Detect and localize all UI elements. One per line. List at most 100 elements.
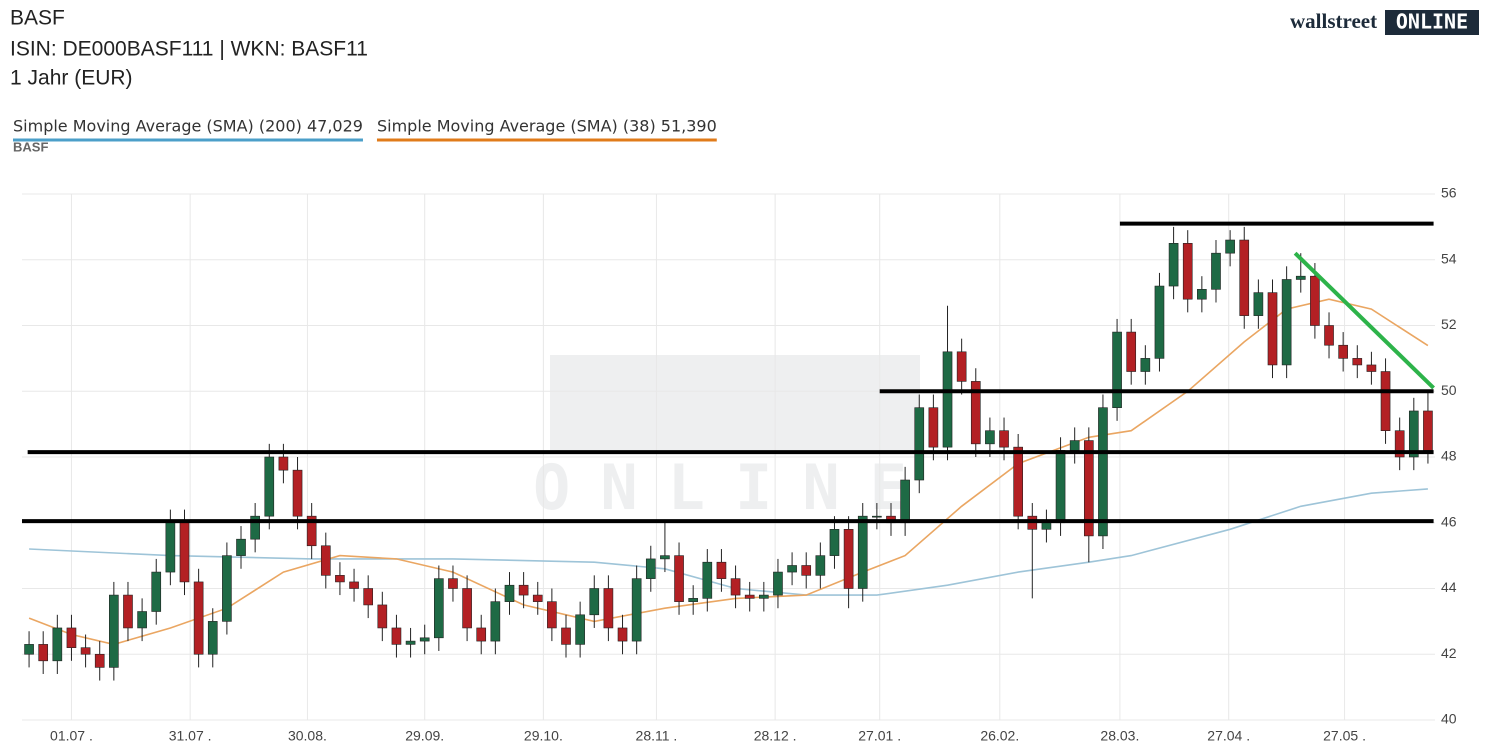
candle-body <box>532 594 543 602</box>
y-tick-label: 40 <box>1441 711 1457 727</box>
sma-line <box>28 298 1429 646</box>
candle-body <box>660 555 670 560</box>
candle-body <box>1338 344 1348 359</box>
candle-body <box>207 621 218 655</box>
legend-label: Simple Moving Average (SMA) (38) 51,390 <box>377 117 717 136</box>
candle-body <box>716 561 727 579</box>
candle-body <box>1225 239 1235 254</box>
candle-body <box>801 565 812 576</box>
logo-box <box>1385 10 1479 35</box>
candle-body <box>335 575 345 583</box>
candle-body <box>575 614 585 645</box>
candle-body <box>631 578 642 642</box>
candle-body <box>1310 275 1320 326</box>
candle-body <box>419 637 430 642</box>
x-tick-label: 27.04 . <box>1207 728 1250 744</box>
candle-body <box>674 555 684 602</box>
candle-body <box>1112 331 1122 408</box>
y-tick-label: 42 <box>1441 645 1457 661</box>
candle-body <box>1197 289 1207 300</box>
candle-body <box>123 594 133 629</box>
candle-body <box>377 604 388 629</box>
candle-body <box>278 456 289 471</box>
candle-body <box>363 588 374 606</box>
candle-body <box>222 555 232 622</box>
candle-body <box>970 381 981 445</box>
candle-body <box>872 515 882 518</box>
x-tick-label: 27.05 . <box>1323 728 1366 744</box>
candle-body <box>292 469 303 517</box>
x-tick-label: 31.07 . <box>169 728 212 744</box>
candle-body <box>1352 358 1363 366</box>
candle-body <box>1013 446 1023 517</box>
candle-body <box>1295 275 1306 280</box>
candle-body <box>1168 243 1179 287</box>
candle-body <box>815 555 826 576</box>
candle-body <box>561 627 571 645</box>
y-tick-label: 44 <box>1441 579 1457 595</box>
candle-body <box>787 565 797 573</box>
candle-body <box>52 627 63 662</box>
candle-body <box>1055 450 1066 524</box>
candle-body <box>1211 252 1221 290</box>
candle-body <box>914 407 925 481</box>
candle-body <box>1281 279 1292 366</box>
candle-body <box>1182 243 1193 300</box>
candle-body <box>1041 522 1052 530</box>
candle-body <box>900 479 910 524</box>
x-tick-label: 27.01 . <box>858 728 901 744</box>
candle-body <box>391 627 402 645</box>
candle-body <box>829 529 840 556</box>
candle-body <box>165 522 176 573</box>
x-tick-label: 28.11 . <box>636 728 678 744</box>
candle-body <box>1140 358 1151 372</box>
watermark-box <box>550 355 920 450</box>
candle-body <box>617 627 628 642</box>
x-tick-label: 28.03. <box>1100 728 1139 744</box>
y-tick-label: 46 <box>1441 513 1457 529</box>
candle-body <box>547 601 557 629</box>
watermark-text: wallstreet <box>565 351 905 442</box>
candle-body <box>349 581 359 589</box>
candle-body <box>306 515 317 547</box>
watermark-text: ONLINE <box>533 451 937 524</box>
logo-right: ONLINE <box>1396 10 1468 34</box>
candle-body <box>1380 371 1391 431</box>
candle-body <box>109 594 119 668</box>
candle-body <box>857 515 868 589</box>
candle-body <box>80 647 91 655</box>
candle-body <box>236 538 246 556</box>
period: 1 Jahr (EUR) <box>10 67 133 90</box>
chart-title: BASF <box>10 7 65 30</box>
candle-body <box>1098 407 1108 537</box>
watermark: wallstreet ONLINE <box>533 351 937 524</box>
candle-body <box>405 640 416 645</box>
candle-body <box>759 594 769 599</box>
candle-body <box>1083 440 1094 537</box>
y-tick-label: 56 <box>1441 185 1457 201</box>
candle-body <box>1324 325 1334 346</box>
candle-body <box>999 430 1009 448</box>
candle-body <box>1253 292 1264 316</box>
candle-body <box>518 584 529 596</box>
candle-body <box>320 545 331 576</box>
legend-label: Simple Moving Average (SMA) (200) 47,029 <box>13 117 363 136</box>
candle-body <box>66 627 77 648</box>
candle-body <box>264 456 275 517</box>
y-tick-label: 52 <box>1441 316 1457 332</box>
candle-body <box>490 601 501 642</box>
candle-body <box>193 581 204 655</box>
candle-body <box>1154 285 1165 359</box>
candle-body <box>942 351 953 448</box>
x-tick-label: 29.09. <box>405 728 444 744</box>
candle-body <box>1126 331 1137 372</box>
candle-body <box>462 588 472 629</box>
candle-body <box>504 584 515 602</box>
y-tick-label: 54 <box>1441 250 1457 266</box>
candle-body <box>179 522 190 583</box>
candle-body <box>843 529 854 589</box>
candle-body <box>137 611 147 629</box>
candle-body <box>645 558 656 579</box>
candle-body <box>94 653 105 668</box>
